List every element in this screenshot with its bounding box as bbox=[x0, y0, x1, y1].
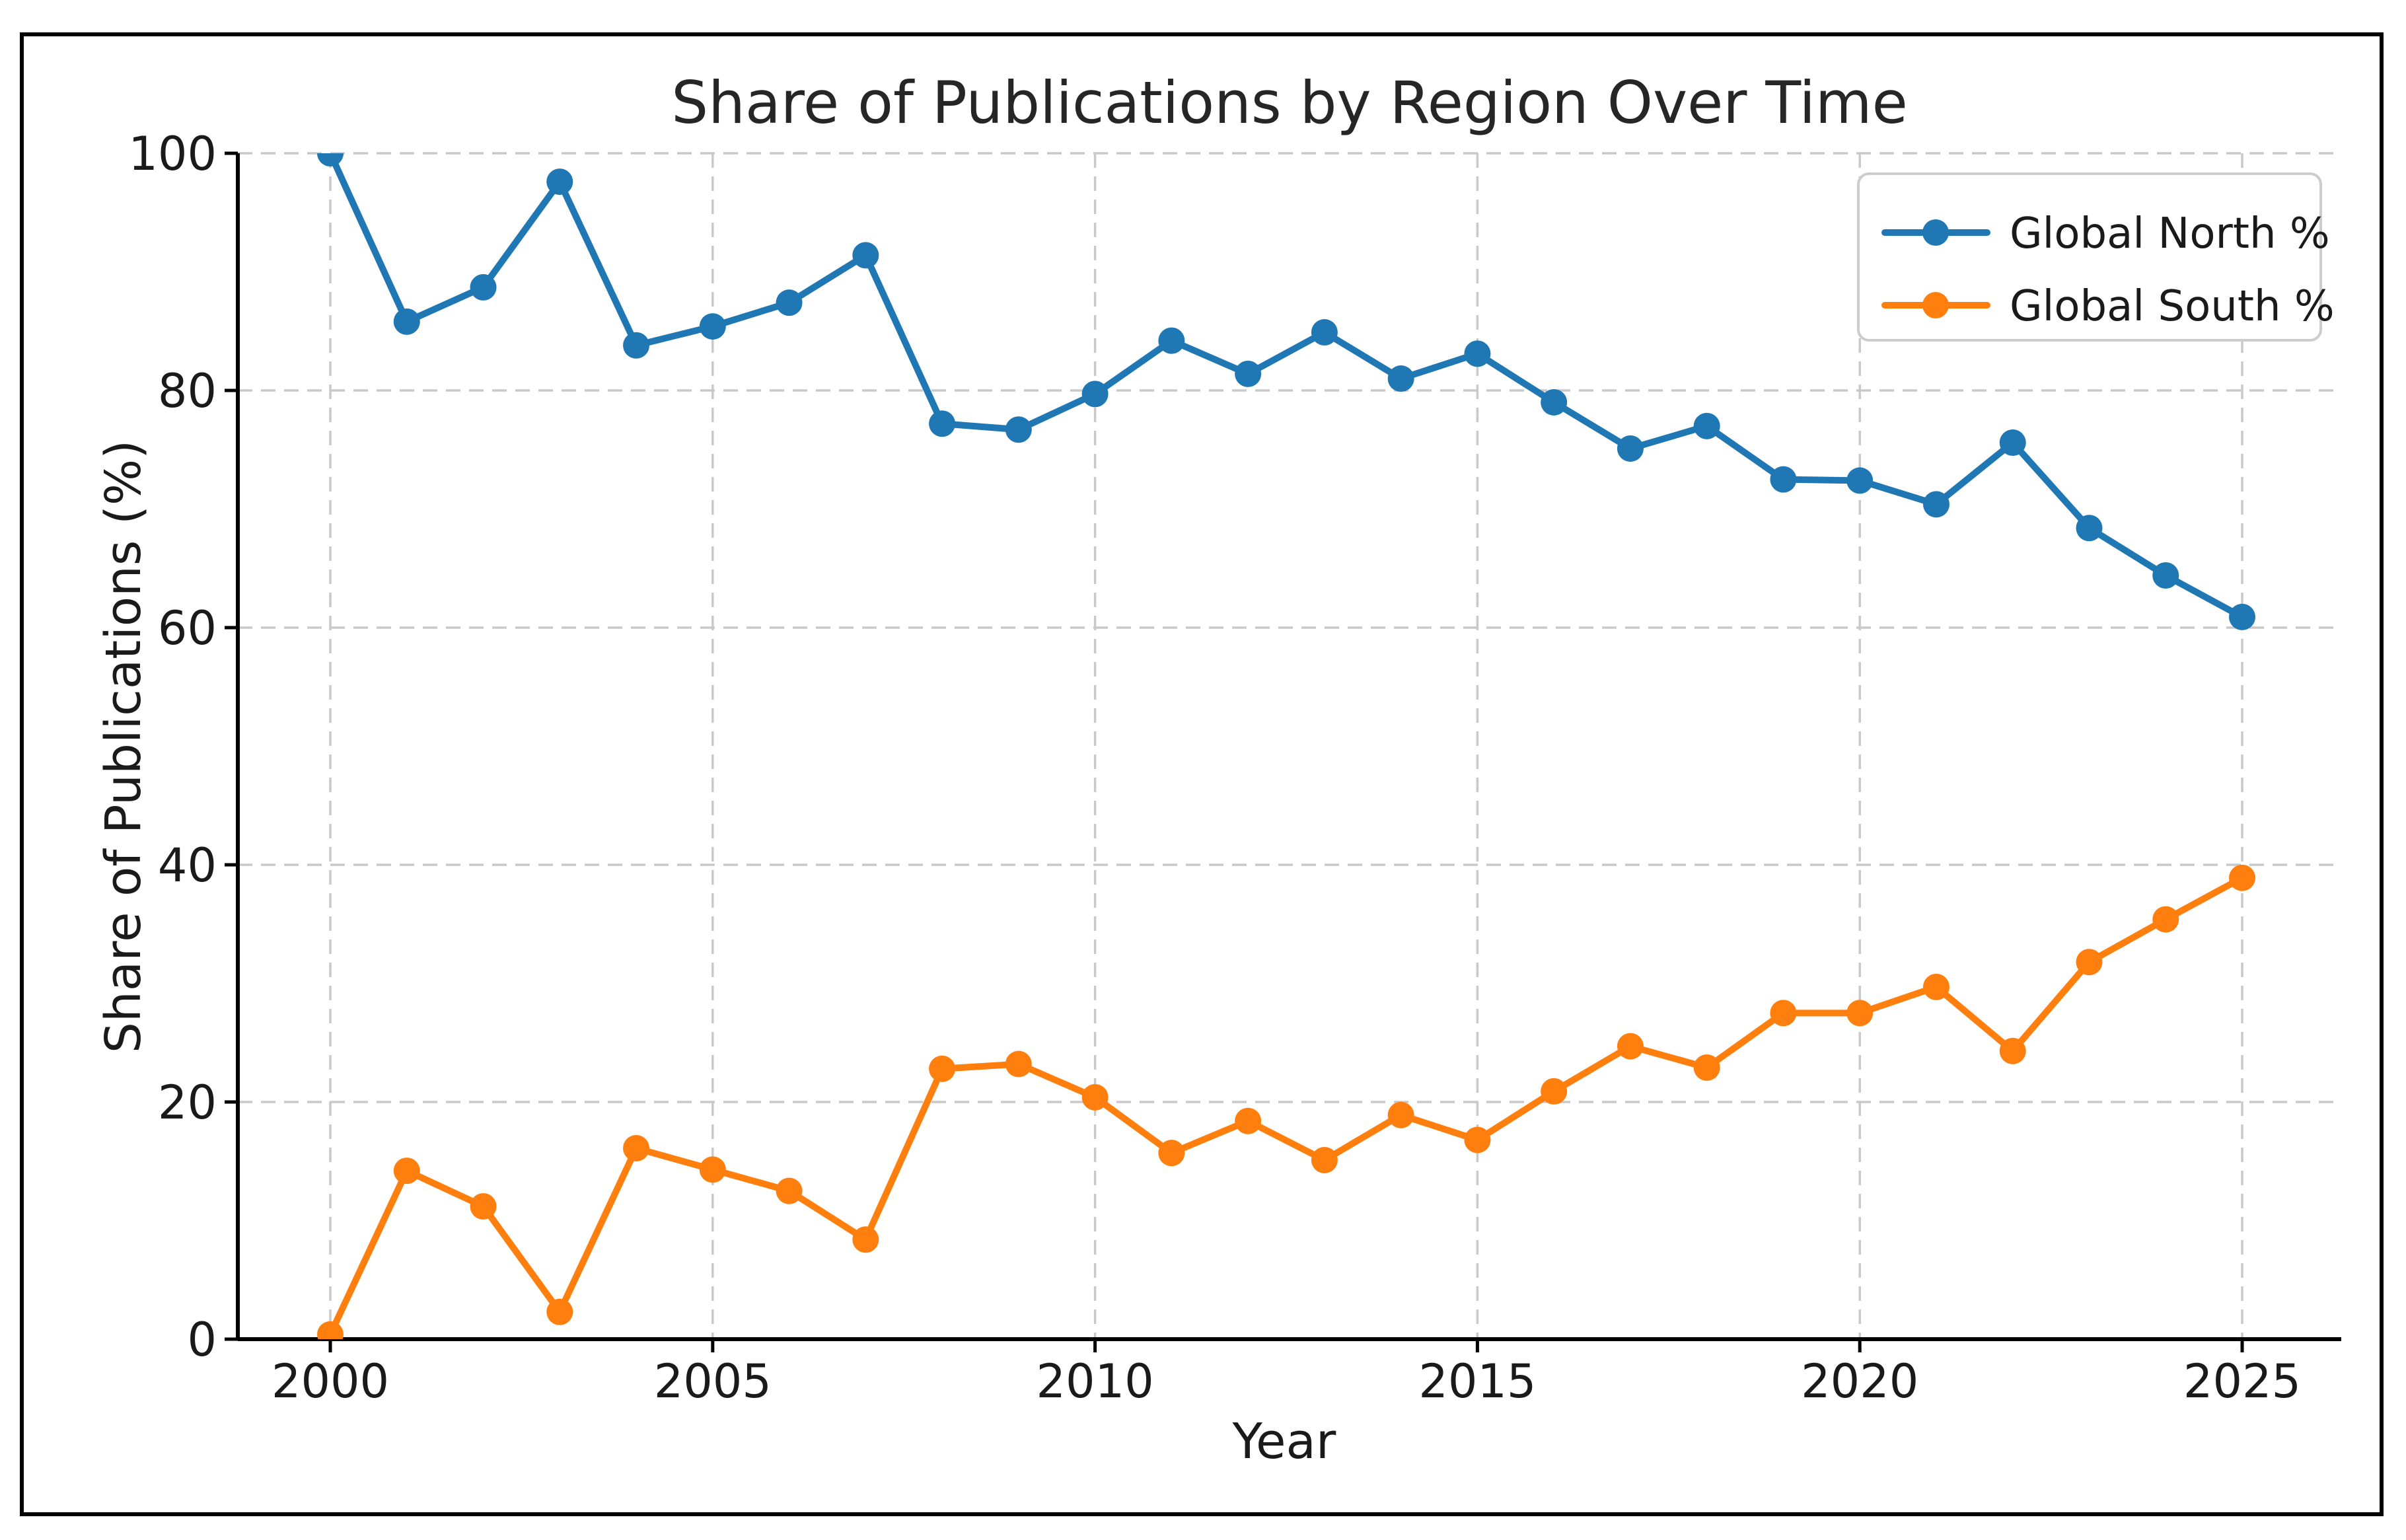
global-south-marker bbox=[317, 1321, 344, 1339]
global-north-marker bbox=[317, 153, 344, 166]
x-axis-label: Year bbox=[1232, 1413, 1336, 1470]
y-tick-label: 20 bbox=[158, 1076, 217, 1130]
y-tick-label: 80 bbox=[158, 364, 217, 418]
global-south-marker bbox=[623, 1135, 650, 1162]
series-global-north bbox=[317, 153, 2255, 630]
global-south-marker bbox=[1387, 1101, 1414, 1128]
legend-item-label: Global North % bbox=[2010, 209, 2330, 258]
x-tick-label: 2020 bbox=[1801, 1354, 1918, 1409]
x-tick-label: 2015 bbox=[1418, 1354, 1536, 1409]
global-south-marker bbox=[1235, 1107, 1262, 1134]
global-south-marker bbox=[852, 1226, 879, 1253]
global-south-marker bbox=[1005, 1050, 1032, 1078]
global-north-marker bbox=[2229, 603, 2255, 630]
x-tick-label: 2000 bbox=[272, 1354, 389, 1409]
y-axis-label: Share of Publications (%) bbox=[95, 440, 152, 1053]
global-south-marker bbox=[776, 1177, 803, 1204]
global-north-marker bbox=[2152, 562, 2179, 589]
global-north-marker bbox=[1693, 412, 1720, 439]
global-north-marker bbox=[393, 308, 420, 335]
global-south-marker bbox=[1464, 1126, 1491, 1154]
axis-ticks: 0 20 40 60 80 100 2000 2005 2010 2015 2020 2025 bbox=[128, 127, 2301, 1409]
global-south-marker bbox=[2229, 864, 2255, 891]
global-south-marker bbox=[2076, 949, 2103, 976]
global-south-marker bbox=[393, 1157, 420, 1185]
legend-marker-icon bbox=[1922, 219, 1949, 246]
global-north-marker bbox=[929, 410, 956, 437]
x-tick-label: 2025 bbox=[2183, 1354, 2301, 1409]
global-south-marker bbox=[2152, 906, 2179, 933]
y-tick-label: 40 bbox=[158, 838, 217, 893]
global-north-marker bbox=[1081, 381, 1109, 408]
legend-item-label: Global South % bbox=[2010, 282, 2335, 331]
global-north-marker bbox=[1235, 360, 1262, 387]
x-tick-label: 2005 bbox=[654, 1354, 772, 1409]
global-north-marker bbox=[1617, 435, 1644, 462]
data-series bbox=[317, 153, 2255, 1339]
global-north-marker bbox=[776, 289, 803, 316]
global-south-marker bbox=[1081, 1083, 1109, 1111]
global-north-marker bbox=[1922, 491, 1950, 518]
global-north-marker bbox=[699, 313, 726, 340]
global-south-marker bbox=[929, 1055, 956, 1082]
y-tick-label: 60 bbox=[158, 601, 217, 655]
global-south-marker bbox=[1999, 1037, 2026, 1064]
global-south-line bbox=[327, 874, 2245, 1338]
global-north-marker bbox=[1158, 327, 1185, 354]
axes-spines bbox=[236, 153, 2341, 1341]
global-north-marker bbox=[852, 242, 879, 269]
global-north-marker bbox=[1541, 388, 1568, 416]
global-north-marker bbox=[1464, 340, 1491, 367]
global-south-marker bbox=[1846, 1000, 1874, 1027]
chart-title: Share of Publications by Region Over Tim… bbox=[671, 69, 1908, 137]
global-north-marker bbox=[623, 332, 650, 359]
global-north-marker bbox=[1311, 319, 1338, 346]
y-tick-label: 0 bbox=[187, 1313, 217, 1367]
legend: Global North % Global South % bbox=[1857, 172, 2335, 342]
global-south-marker bbox=[546, 1298, 573, 1325]
y-tick-label: 100 bbox=[128, 127, 217, 181]
global-north-marker bbox=[546, 168, 573, 196]
global-north-marker bbox=[470, 274, 497, 301]
global-north-marker bbox=[2076, 515, 2103, 542]
global-south-marker bbox=[1311, 1146, 1338, 1173]
global-south-marker bbox=[470, 1192, 497, 1220]
global-south-marker bbox=[1158, 1140, 1185, 1167]
global-south-marker bbox=[1770, 1000, 1797, 1027]
global-south-marker bbox=[1922, 973, 1950, 1000]
x-tick-label: 2010 bbox=[1037, 1354, 1154, 1409]
global-south-marker bbox=[1693, 1054, 1720, 1081]
legend-item-global-north: Global North % bbox=[1881, 209, 2330, 258]
global-south-marker bbox=[699, 1156, 726, 1183]
legend-marker-icon bbox=[1922, 292, 1949, 318]
global-south-marker bbox=[1541, 1078, 1568, 1105]
global-north-marker bbox=[1846, 467, 1874, 494]
global-north-marker bbox=[1770, 466, 1797, 493]
global-south-marker bbox=[1617, 1033, 1644, 1060]
legend-box bbox=[1857, 172, 2322, 342]
global-north-marker bbox=[1387, 365, 1414, 392]
legend-item-global-south: Global South % bbox=[1881, 282, 2335, 331]
global-north-marker bbox=[1005, 416, 1032, 443]
series-global-south bbox=[317, 864, 2255, 1339]
global-north-marker bbox=[1999, 429, 2026, 456]
figure-border bbox=[20, 32, 2384, 1516]
